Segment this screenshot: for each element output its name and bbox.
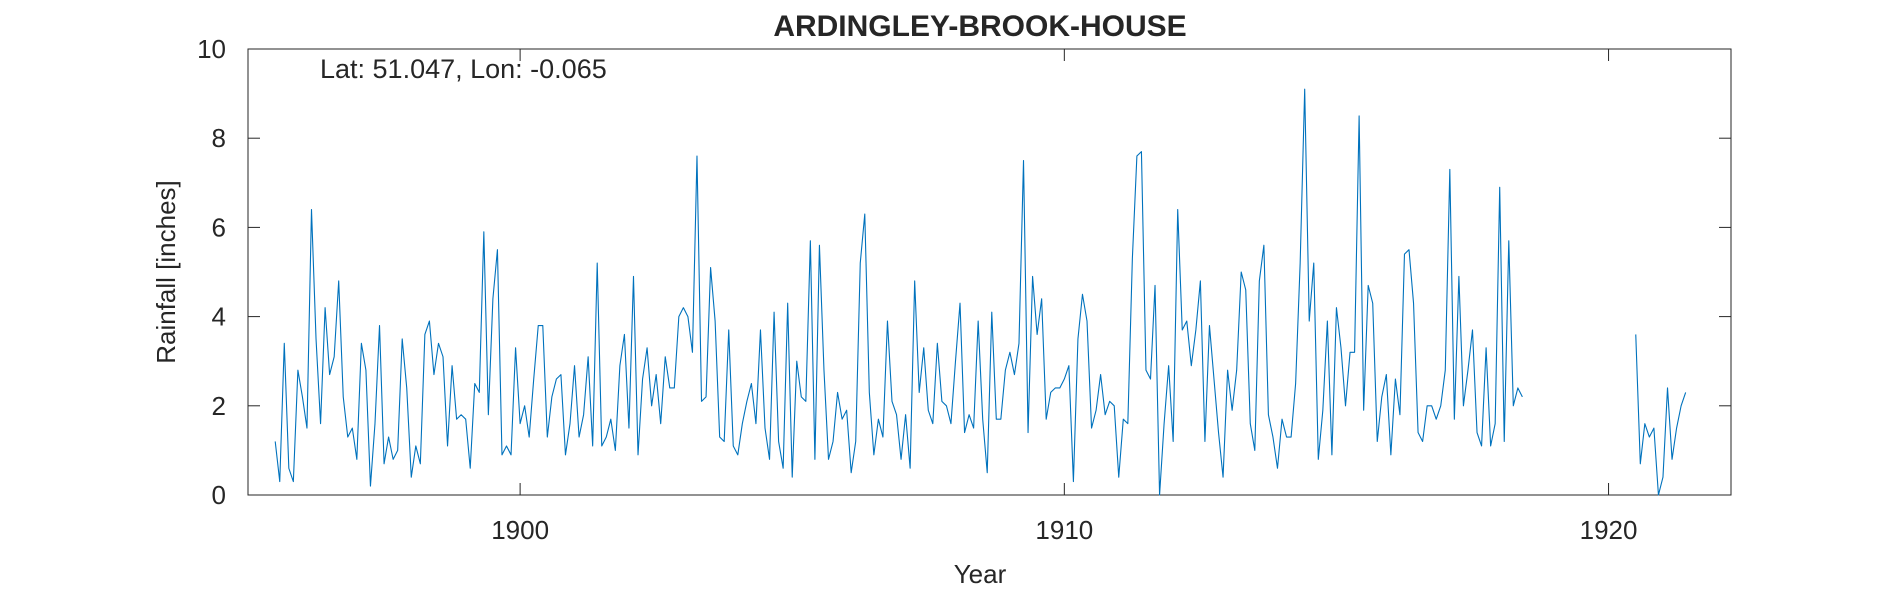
rainfall-line [1635, 334, 1687, 496]
x-tick-label: 1900 [491, 515, 549, 545]
x-tick-label: 1920 [1580, 515, 1638, 545]
chart-title: ARDINGLEY-BROOK-HOUSE [773, 10, 1186, 43]
y-tick-label: 4 [212, 302, 226, 332]
location-annotation: Lat: 51.047, Lon: -0.065 [320, 54, 607, 84]
y-tick-label: 0 [212, 480, 226, 510]
axis-ticks: 0 2 4 6 8 10 1900 1910 1920 [197, 34, 1731, 545]
y-tick-label: 2 [212, 391, 226, 421]
rainfall-line [274, 88, 1523, 496]
y-tick-label: 8 [212, 123, 226, 153]
rainfall-series [274, 88, 1687, 496]
y-tick-label: 6 [212, 212, 226, 242]
y-axis-label: Rainfall [inches] [151, 180, 181, 364]
x-tick-label: 1910 [1035, 515, 1093, 545]
x-axis-label: Year [954, 559, 1007, 589]
y-tick-label: 10 [197, 34, 226, 64]
